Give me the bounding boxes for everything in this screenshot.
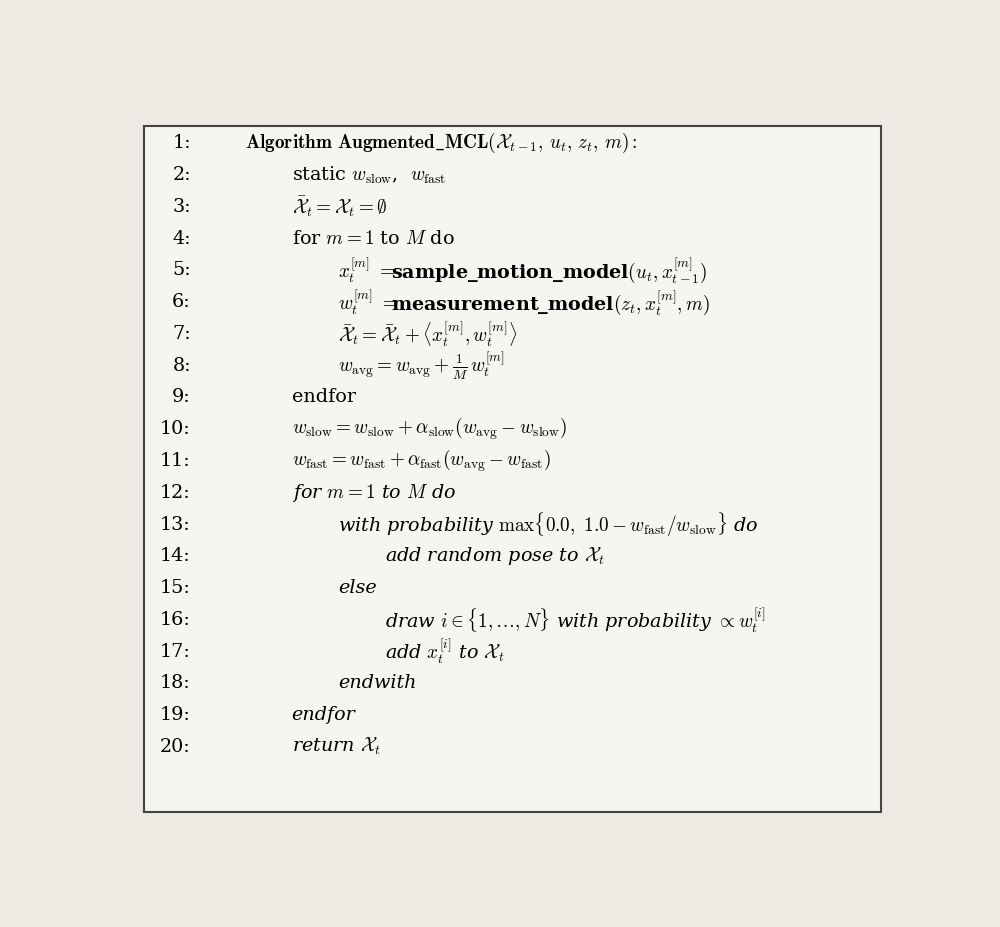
Text: measurement_model$(z_t, x_t^{[m]}, m)$: measurement_model$(z_t, x_t^{[m]}, m)$ — [391, 287, 710, 316]
Text: 13:: 13: — [160, 515, 191, 534]
Text: $w_{\rm slow} = w_{\rm slow} + \alpha_{\rm slow}(w_{\rm avg} - w_{\rm slow})$: $w_{\rm slow} = w_{\rm slow} + \alpha_{\… — [292, 416, 567, 442]
Text: 9:: 9: — [172, 388, 191, 406]
Text: $w_{\rm fast} = w_{\rm fast} + \alpha_{\rm fast}(w_{\rm avg} - w_{\rm fast})$: $w_{\rm fast} = w_{\rm fast} + \alpha_{\… — [292, 448, 550, 475]
Text: 10:: 10: — [160, 420, 191, 438]
Text: else: else — [338, 579, 377, 597]
Text: 11:: 11: — [160, 452, 191, 470]
Text: $x_t^{[m]}\ =\ $: $x_t^{[m]}\ =\ $ — [338, 256, 396, 286]
Text: $\bar{\mathcal{X}}_t = \bar{\mathcal{X}}_t + \langle x_t^{[m]}, w_t^{[m]}\rangle: $\bar{\mathcal{X}}_t = \bar{\mathcal{X}}… — [338, 319, 518, 349]
Text: 1:: 1: — [172, 134, 191, 152]
Text: 14:: 14: — [160, 547, 191, 565]
Text: add random pose to $\mathcal{X}_t$: add random pose to $\mathcal{X}_t$ — [385, 545, 605, 567]
Text: add $x_t^{[i]}$ to $\mathcal{X}_t$: add $x_t^{[i]}$ to $\mathcal{X}_t$ — [385, 637, 504, 667]
Text: static $w_{\rm slow}$,  $w_{\rm fast}$: static $w_{\rm slow}$, $w_{\rm fast}$ — [292, 164, 446, 185]
Text: 12:: 12: — [160, 484, 191, 502]
Text: sample_motion_model$(u_t, x_{t-1}^{[m]})$: sample_motion_model$(u_t, x_{t-1}^{[m]})… — [391, 256, 707, 286]
Text: $\mathbf{Algorithm\ Augmented\_MCL}(\mathcal{X}_{t-1},\,u_t,\,z_t,\,m)\mathbf{:}: $\mathbf{Algorithm\ Augmented\_MCL}(\mat… — [245, 132, 638, 156]
Text: 7:: 7: — [172, 325, 191, 343]
Text: $\bar{\mathcal{X}}_t = \mathcal{X}_t = \emptyset$: $\bar{\mathcal{X}}_t = \mathcal{X}_t = \… — [292, 195, 387, 219]
Text: 17:: 17: — [160, 642, 191, 661]
Text: 20:: 20: — [160, 738, 191, 756]
Text: $w_{\rm avg} = w_{\rm avg} + \frac{1}{M}\,w_t^{[m]}$: $w_{\rm avg} = w_{\rm avg} + \frac{1}{M}… — [338, 349, 505, 382]
Text: 16:: 16: — [160, 611, 191, 629]
Text: 18:: 18: — [160, 674, 191, 692]
Text: return $\mathcal{X}_t$: return $\mathcal{X}_t$ — [292, 736, 381, 757]
Text: 6:: 6: — [172, 293, 191, 311]
Text: 15:: 15: — [160, 579, 191, 597]
Text: draw $i \in \{1, \ldots, N\}$ with probability $\propto w_t^{[i]}$: draw $i \in \{1, \ldots, N\}$ with proba… — [385, 605, 765, 635]
Text: 4:: 4: — [172, 230, 191, 248]
Text: 19:: 19: — [160, 706, 191, 724]
Text: for $m = 1$ to $M$ do: for $m = 1$ to $M$ do — [292, 482, 456, 503]
Text: 3:: 3: — [172, 197, 191, 216]
Text: 2:: 2: — [172, 166, 191, 184]
Text: 5:: 5: — [172, 261, 191, 279]
Text: endfor: endfor — [292, 388, 356, 406]
Text: endfor: endfor — [292, 706, 355, 724]
Text: endwith: endwith — [338, 674, 417, 692]
Text: 8:: 8: — [172, 357, 191, 375]
Text: with probability $\max\{0.0,\ 1.0 - w_{\rm fast}/w_{\rm slow}\}$ do: with probability $\max\{0.0,\ 1.0 - w_{\… — [338, 511, 758, 539]
Text: for $m = 1$ to $M$ do: for $m = 1$ to $M$ do — [292, 230, 454, 248]
Text: $w_t^{[m]}\ =\ $: $w_t^{[m]}\ =\ $ — [338, 287, 398, 317]
FancyBboxPatch shape — [144, 125, 881, 812]
